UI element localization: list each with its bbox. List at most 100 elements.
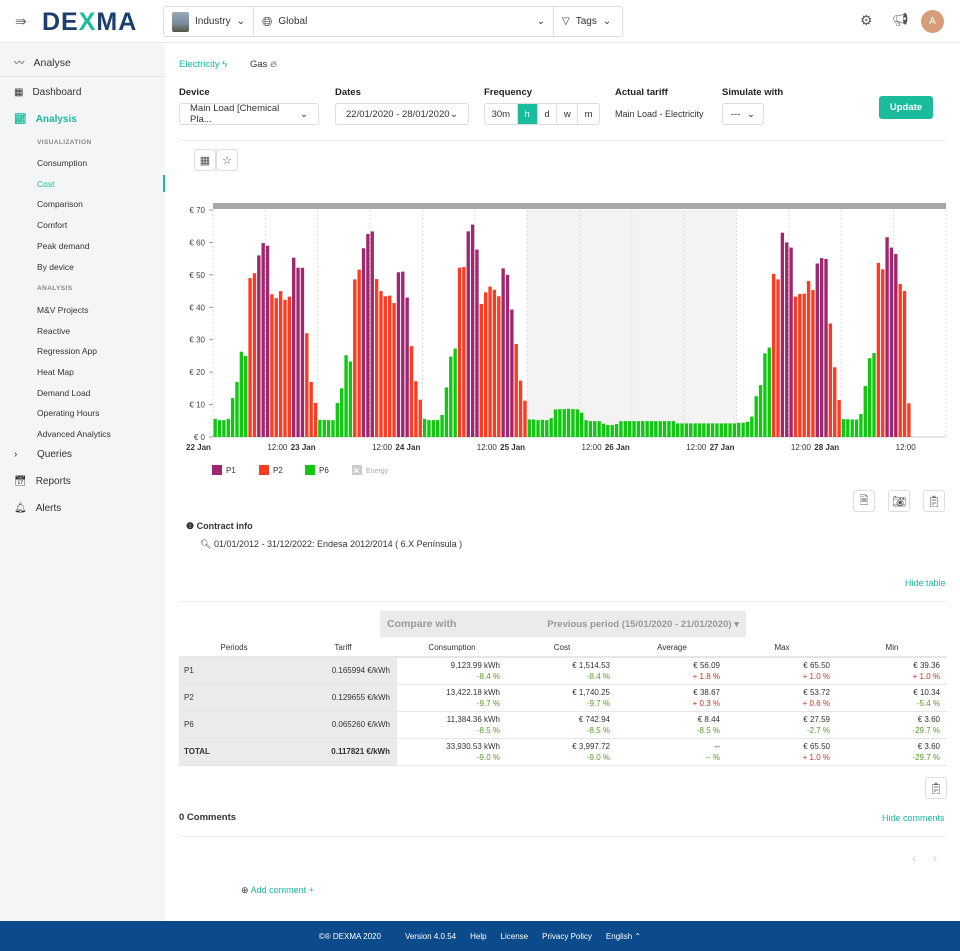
dates-picker[interactable]: 22/01/2020 - 28/01/2020 ⌄	[335, 103, 469, 125]
bar-P6	[723, 423, 728, 437]
sidebar-item-dashboard[interactable]: ▦ Dashboard	[14, 87, 81, 98]
update-button[interactable]: Update	[879, 96, 933, 119]
search-icon: 🔍︎	[200, 539, 212, 549]
bar-P2	[833, 367, 837, 437]
value-cell: € 1,740.25 -9.7 %	[507, 684, 617, 712]
y-tick-label: € 60	[189, 238, 205, 247]
sidebar-sub-by-device[interactable]: By device	[37, 262, 74, 272]
camera-icon[interactable]: 📷︎	[888, 490, 910, 512]
bar-P6	[566, 408, 571, 437]
bar-P2	[274, 298, 278, 437]
sidebar-label: Queries	[37, 449, 73, 460]
y-tick-label: € 30	[189, 336, 205, 345]
bar-P1	[470, 224, 475, 437]
bar-P6	[436, 420, 440, 437]
tariff-cell: 0.117821 €/kWh	[289, 738, 397, 766]
sidebar-item-analyse[interactable]: 〰 Analyse	[14, 55, 71, 70]
sidebar-sub-peak-demand[interactable]: Peak demand	[37, 241, 90, 251]
sidebar-sub-consumption[interactable]: Consumption	[37, 158, 88, 168]
announcements-megaphone-icon[interactable]: 📢︎	[892, 12, 909, 27]
sidebar-sub-comparison[interactable]: Comparison	[37, 199, 83, 209]
dashboard-grid-icon: ▦	[14, 87, 24, 98]
period-cell: P1	[179, 657, 289, 685]
sidebar-item-reports[interactable]: 📅︎ Reports	[14, 476, 71, 487]
add-comment-button[interactable]: ⊕ Add comment +	[241, 885, 314, 896]
contract-entry[interactable]: 🔍︎ 01/01/2012 - 31/12/2022: Endesa 2012/…	[200, 539, 462, 550]
industry-dropdown[interactable]: Industry ⌄	[164, 7, 254, 36]
cell-value: € 742.94	[578, 714, 610, 724]
dates-value: 22/01/2020 - 28/01/2020	[346, 108, 450, 120]
bar-P6	[222, 420, 226, 437]
legend-label[interactable]: P1	[226, 466, 236, 475]
location-dropdown[interactable]: 🌐︎ Global ⌄	[254, 7, 554, 36]
sidebar-sub-heat-map[interactable]: Heat Map	[37, 367, 74, 377]
bar-P2	[479, 304, 484, 437]
prev-page-icon[interactable]: ‹	[912, 851, 916, 865]
bar-P2	[902, 291, 907, 437]
value-cell: € 3.60 -29.7 %	[837, 711, 947, 739]
clipboard-add-icon[interactable]: 📋︎	[923, 490, 945, 512]
value-cell: € 8.44 -8.5 %	[617, 711, 727, 739]
bar-P6	[671, 421, 675, 437]
y-tick-label: € 40	[189, 303, 205, 312]
clipboard-add-icon[interactable]: 📋︎	[925, 777, 947, 799]
legend-label[interactable]: P6	[319, 466, 329, 475]
bar-P2	[881, 269, 885, 437]
sidebar-item-queries[interactable]: › Queries	[14, 449, 72, 460]
hide-table-link[interactable]: Hide table	[905, 578, 946, 588]
simulate-dropdown[interactable]: --- ⌄	[722, 103, 764, 125]
sidebar-sub-advanced-analytics[interactable]: Advanced Analytics	[37, 429, 111, 439]
chevron-down-icon: ⌄	[300, 108, 308, 120]
column-header: Cost	[507, 638, 617, 658]
tab-gas[interactable]: Gas 🔥︎	[250, 59, 277, 70]
footer-license-link[interactable]: License	[500, 931, 529, 941]
tab-electricity[interactable]: Electricity ϟ	[179, 59, 227, 70]
bar-P6	[614, 424, 619, 437]
next-page-icon[interactable]: ›	[933, 851, 937, 865]
sidebar-sub-demand-load[interactable]: Demand Load	[37, 388, 91, 398]
footer-help-link[interactable]: Help	[470, 931, 487, 941]
language-selector[interactable]: English ⌃	[606, 932, 641, 941]
bar-P1	[824, 258, 828, 437]
x-tick-label: 12:00	[791, 443, 812, 452]
sidebar-sub-regression-app[interactable]: Regression App	[37, 346, 98, 356]
settings-gear-icon[interactable]: ⚙	[860, 12, 873, 28]
sidebar-sub-reactive[interactable]: Reactive	[37, 326, 71, 336]
sidebar-sub-cost[interactable]: Cost	[37, 179, 55, 189]
frequency-h[interactable]: h	[517, 104, 538, 124]
frequency-w[interactable]: w	[557, 104, 579, 124]
frequency-30m[interactable]: 30m	[485, 104, 518, 124]
bar-P6	[318, 419, 322, 437]
device-dropdown[interactable]: Main Load [Chemical Pla... ⌄	[179, 103, 319, 125]
dexma-logo[interactable]: DEXMA	[42, 8, 138, 36]
export-file-icon[interactable]: 🗎	[853, 490, 875, 512]
cell-value: 9,123.99 kWh	[450, 660, 500, 670]
legend-label[interactable]: P2	[273, 466, 283, 475]
bar-P6	[340, 388, 344, 437]
favorite-star-icon[interactable]: ☆	[216, 149, 238, 171]
sidebar-sub-operating-hours[interactable]: Operating Hours	[37, 408, 100, 418]
hide-comments-link[interactable]: Hide comments	[882, 813, 945, 823]
sidebar-sub-mv-projects[interactable]: M&V Projects	[37, 305, 89, 315]
sidebar-label: Reports	[35, 476, 71, 487]
frequency-selector: 30m h d w m	[484, 103, 600, 125]
user-avatar[interactable]: A	[921, 10, 944, 33]
table-grid-icon[interactable]: ▦	[194, 149, 216, 171]
cell-change: -8.4 %	[476, 671, 500, 681]
frequency-d[interactable]: d	[538, 104, 558, 124]
legend-label[interactable]: Energy	[366, 468, 389, 475]
compare-with-selector[interactable]: Compare with Previous period (15/01/2020…	[380, 611, 746, 637]
analysis-chart-icon: 📈︎	[14, 114, 27, 125]
menu-toggle-icon[interactable]: ⇛	[15, 13, 27, 29]
frequency-m[interactable]: m	[584, 108, 593, 120]
sidebar-item-analysis[interactable]: 📈︎ Analysis	[14, 114, 77, 125]
bar-P1	[789, 247, 793, 437]
sidebar-item-alerts[interactable]: 🔔︎ Alerts	[14, 503, 61, 514]
bar-P6	[732, 423, 737, 437]
sidebar-sub-comfort[interactable]: Comfort	[37, 220, 68, 230]
footer-privacy-link[interactable]: Privacy Policy	[542, 931, 592, 941]
tags-dropdown[interactable]: ▽ Tags ⌄	[554, 7, 622, 36]
contract-entry-text: 01/01/2012 - 31/12/2022: Endesa 2012/201…	[213, 539, 463, 549]
value-cell: € 27.59 -2.7 %	[727, 711, 837, 739]
bar-P2	[806, 281, 811, 437]
